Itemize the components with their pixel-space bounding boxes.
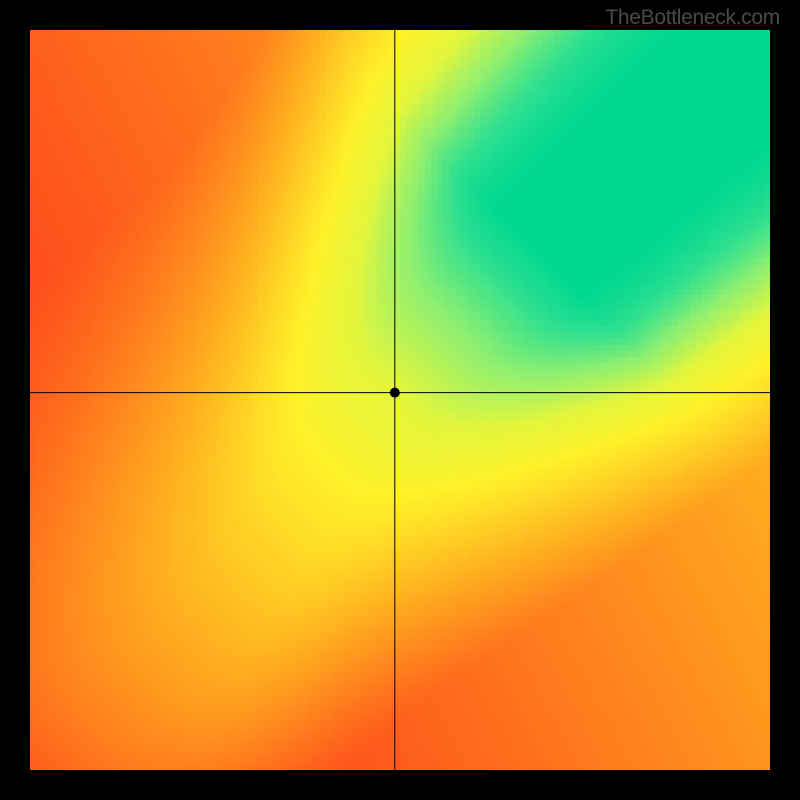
- watermark-text: TheBottleneck.com: [605, 6, 780, 30]
- heatmap-canvas: [30, 30, 770, 770]
- bottleneck-heatmap: [30, 30, 770, 770]
